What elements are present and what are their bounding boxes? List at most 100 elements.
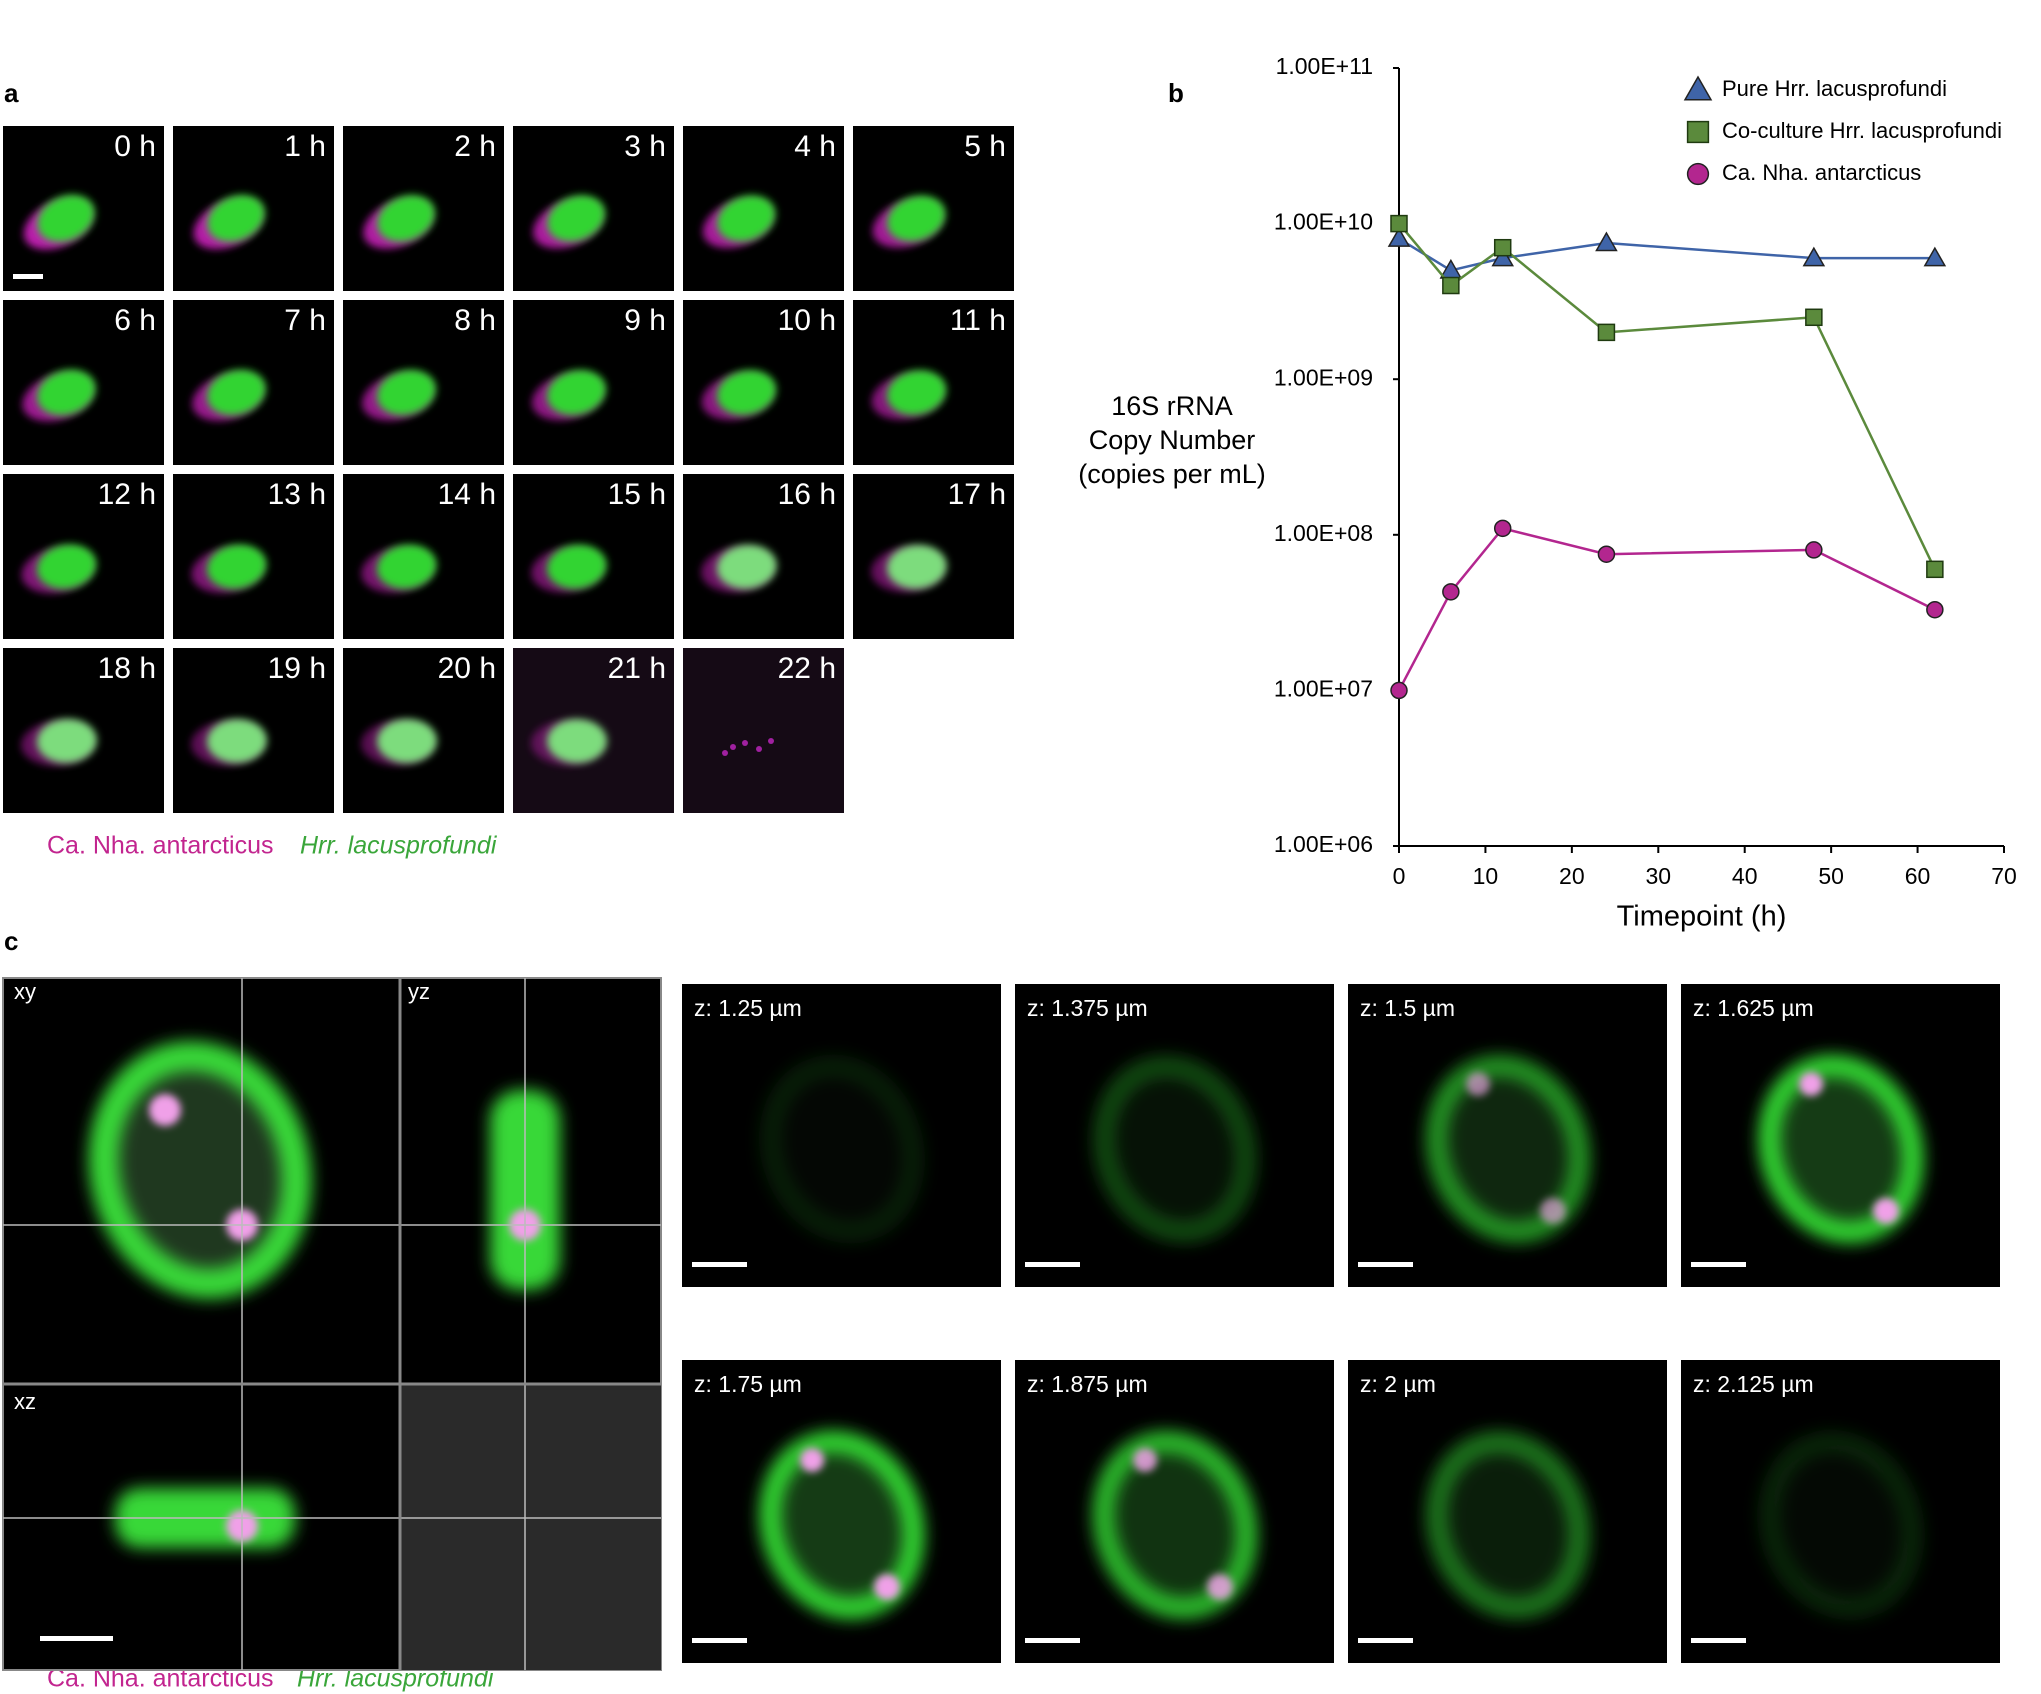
x-tick-label: 70 [1991,863,2017,889]
slice-label: z: 2.125 µm [1693,1371,1814,1397]
green-cell [717,195,776,242]
tile: 7 h [173,300,334,465]
scale-bar [692,1638,747,1643]
marker [1805,541,1823,559]
time-label: 12 h [98,478,156,511]
view-label: xy [14,979,36,1004]
legend-marker [1683,75,1713,101]
marker [1493,238,1512,257]
green-cell [376,369,436,416]
time-label: 22 h [778,652,836,685]
cell-ring [1425,1054,1591,1244]
z-slice: z: 1.875 µm [1015,1360,1334,1663]
marker [1390,681,1408,700]
tile: 8 h [343,300,504,465]
y-tick-label: 1.00E+07 [1274,675,1373,701]
scale-bar [1691,1262,1746,1267]
slice-label: z: 1.375 µm [1027,995,1148,1021]
z-slice: z: 1.75 µm [682,1360,1001,1663]
tile: 18 h [3,648,164,813]
tile: 13 h [173,474,334,639]
magenta-dot [742,740,748,746]
tile: 10 h [683,300,844,465]
scale-bar [1691,1638,1746,1643]
time-label: 4 h [794,130,836,163]
x-tick-label: 0 [1393,863,1406,889]
cell-ring [1092,1430,1258,1620]
scale-bar [1358,1638,1413,1643]
magenta-spot [1540,1198,1566,1224]
z-slice: z: 1.625 µm [1681,984,2000,1287]
green-cell [546,544,607,589]
marker [1491,246,1515,267]
scale-bar [1358,1262,1413,1267]
x-tick-label: 40 [1732,863,1758,889]
z-slice: z: 1.25 µm [682,984,1001,1287]
green-cell [886,544,947,589]
slice-label: z: 1.625 µm [1693,995,1814,1021]
x-tick-label: 30 [1645,863,1671,889]
tile: 5 h [853,126,1014,291]
scale-bar [1025,1262,1080,1267]
green-cell [37,194,95,242]
cell-ring [1425,1430,1591,1620]
tile: 14 h [343,474,504,639]
marker [1442,276,1460,295]
time-label: 17 h [948,478,1006,511]
legend-green: Hrr. lacusprofundi [300,832,498,860]
z-slice: z: 1.5 µm [1348,984,1667,1287]
y-axis-label: (copies per mL) [1078,459,1266,489]
marker [1442,583,1460,601]
magenta-dot [756,746,762,752]
tile: 9 h [513,300,674,465]
slice-label: z: 1.875 µm [1027,1371,1148,1397]
panel-label: c [4,926,18,956]
cell-ring [1758,1054,1924,1244]
green-cell [206,544,267,589]
green-cell [377,195,436,242]
tile: 20 h [343,648,504,813]
time-label: 15 h [608,478,666,511]
tile: 12 h [3,474,164,639]
tile: 11 h [853,300,1014,465]
legend-marker [1686,120,1710,144]
scale-bar [13,274,43,279]
legend-label: Co-culture Hrr. lacusprofundi [1722,118,2002,143]
magenta-dot [768,738,774,744]
cell-ring [759,1054,925,1244]
magenta-spot [1133,1448,1157,1472]
time-label: 10 h [778,304,836,337]
time-label: 3 h [624,130,666,163]
time-label: 16 h [778,478,836,511]
tile: 0 h [3,126,164,291]
legend-label: Ca. Nha. antarcticus [1722,160,1921,185]
cell-ring [1092,1054,1258,1244]
scale-bar [692,1262,747,1267]
ortho-view: xy yz xz [2,977,662,1671]
green-cell [206,718,267,763]
green-cell [376,544,437,589]
green-cell [716,544,777,589]
view-label: xz [14,1389,36,1414]
panel-label: b [1168,78,1184,108]
scale-bar [40,1636,113,1641]
z-slice: z: 1.375 µm [1015,984,1334,1287]
y-tick-label: 1.00E+11 [1276,53,1373,79]
tile: 22 h [683,648,844,813]
tile: 19 h [173,648,334,813]
z-slice: z: 2.125 µm [1681,1360,2000,1663]
series-line [1398,222,1936,570]
y-tick-label: 1.00E+10 [1274,209,1373,235]
marker [1802,246,1826,267]
time-label: 18 h [98,652,156,685]
magenta-spot [800,1448,824,1472]
panel-label: a [4,78,19,108]
legend-magenta: Ca. Nha. antarcticus [47,832,274,860]
x-tick-label: 20 [1559,863,1585,889]
magenta-dot [730,744,736,750]
x-axis-label: Timepoint (h) [1617,901,1787,933]
y-tick-label: 1.00E+06 [1274,831,1373,857]
magenta-spot [1873,1198,1899,1224]
magenta-spot [874,1574,900,1600]
tile: 15 h [513,474,674,639]
